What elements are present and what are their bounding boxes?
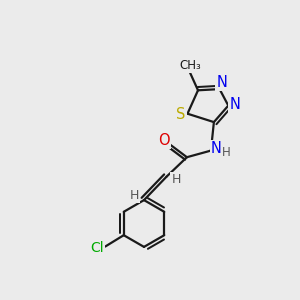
Text: N: N	[211, 141, 222, 156]
Text: Cl: Cl	[90, 241, 104, 255]
Text: H: H	[130, 189, 139, 202]
Text: H: H	[171, 173, 181, 186]
Text: S: S	[176, 107, 186, 122]
Text: N: N	[230, 97, 240, 112]
Text: H: H	[221, 146, 230, 159]
Text: N: N	[217, 75, 227, 90]
Text: CH₃: CH₃	[179, 59, 201, 72]
Text: O: O	[158, 133, 170, 148]
